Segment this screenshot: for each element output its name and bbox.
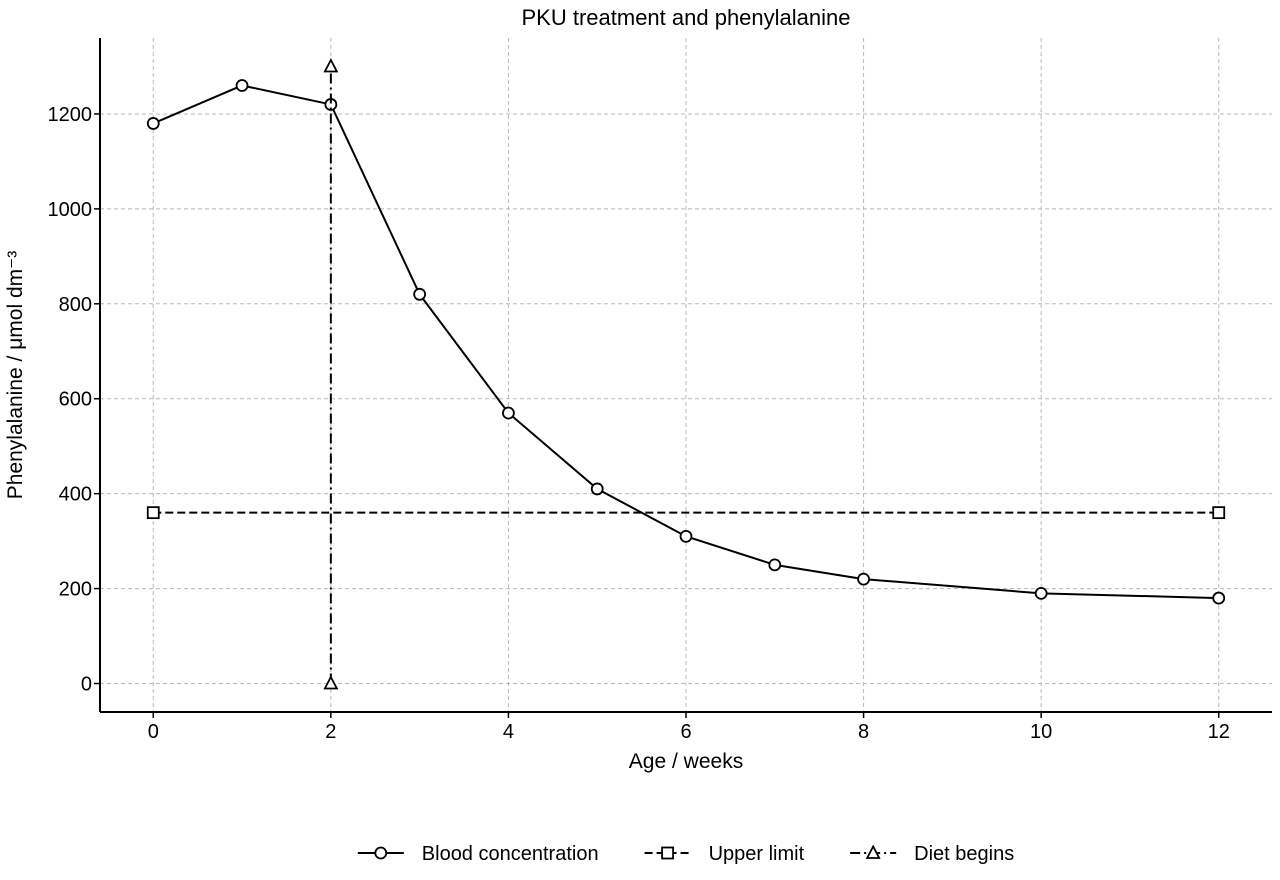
legend-marker-upper-limit [661, 846, 674, 860]
data-point-blood-concentration [235, 79, 249, 92]
x-tick-label: 0 [148, 721, 159, 743]
y-axis-label: Phenylalanine / μmol dm⁻³ [4, 251, 27, 499]
y-ticks: 0 200 400 600 800 1000 1200 [48, 104, 100, 696]
legend-label-blood-concentration: Blood concentration [422, 843, 599, 865]
y-tick-label: 800 [59, 294, 92, 316]
data-point-blood-concentration [413, 287, 427, 301]
x-tick-label: 12 [1208, 721, 1230, 743]
series-diet-begins [323, 58, 339, 690]
data-point-blood-concentration [1034, 586, 1048, 600]
data-point-blood-concentration [768, 558, 782, 572]
data-point-blood-concentration [1212, 591, 1226, 605]
data-point-blood-concentration [679, 529, 693, 543]
series-upper-limit [146, 506, 1226, 520]
grid [100, 38, 1272, 712]
x-tick-label: 6 [680, 721, 691, 743]
legend-marker-diet-begins [865, 844, 881, 859]
x-tick-label: 10 [1030, 721, 1052, 743]
legend: Blood concentration Upper limit Diet begin… [357, 843, 1014, 865]
legend-item-blood-concentration: Blood concentration [357, 843, 599, 865]
y-tick-label: 400 [59, 484, 92, 506]
y-tick-label: 0 [81, 674, 92, 696]
data-point-blood-concentration [502, 406, 515, 420]
series-blood-concentration [146, 79, 1226, 605]
x-axis-label: Age / weeks [629, 750, 743, 773]
legend-marker-blood-concentration [374, 846, 388, 860]
y-tick-label: 1000 [48, 199, 93, 221]
y-tick-label: 200 [59, 579, 92, 601]
chart-title: PKU treatment and phenylalanine [522, 5, 851, 30]
y-tick-label: 600 [59, 389, 92, 411]
data-point-blood-concentration [146, 117, 160, 130]
x-tick-label: 8 [858, 721, 869, 743]
legend-label-diet-begins: Diet begins [914, 843, 1014, 865]
x-tick-label: 2 [325, 721, 336, 743]
x-tick-label: 4 [503, 721, 514, 743]
y-tick-label: 1200 [48, 104, 93, 126]
x-ticks: 0 2 4 6 8 10 12 [148, 712, 1230, 743]
data-point-upper-limit [1212, 506, 1226, 520]
data-point-diet-begins [323, 675, 339, 690]
data-point-diet-begins [323, 58, 339, 73]
data-point-blood-concentration [590, 482, 604, 496]
legend-item-upper-limit: Upper limit [644, 843, 805, 865]
legend-label-upper-limit: Upper limit [709, 843, 805, 865]
series [146, 58, 1226, 690]
data-point-upper-limit [146, 506, 160, 520]
data-point-blood-concentration [857, 572, 870, 586]
legend-item-diet-begins: Diet begins [850, 843, 1014, 865]
